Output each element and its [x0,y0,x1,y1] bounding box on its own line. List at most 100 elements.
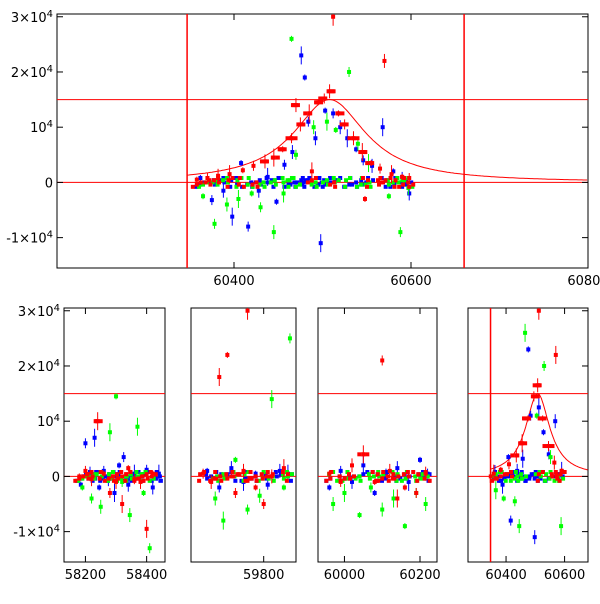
data-point [366,175,371,180]
data-point [268,180,273,185]
data-point [229,178,234,183]
data-point [80,476,85,481]
data-point [534,413,539,418]
data-point [136,469,141,474]
data-point [368,485,373,490]
data-point [258,205,263,210]
y-tick-label: 0 [52,470,60,485]
data-point [502,472,507,477]
data-point [323,96,328,101]
data-point [208,478,213,483]
data-point [208,182,213,187]
data-point [309,178,314,183]
data-point [546,452,551,457]
data-point [388,175,393,180]
data-point [124,472,129,477]
data-point [281,466,286,471]
data-point [357,513,362,518]
data-point [396,474,401,479]
data-point [322,178,327,183]
data-point [224,175,229,180]
data-point [410,184,415,189]
data-point [350,182,355,187]
axis-frame-segment [467,307,589,563]
data-point [387,468,392,473]
data-point [246,224,251,229]
data-point [296,122,301,127]
data-point [249,476,254,481]
data-point [120,502,125,507]
data-point [274,474,279,479]
data-point [536,308,541,313]
data-point [506,474,511,479]
data-point [221,518,226,523]
data-point [350,463,354,468]
data-point [245,182,250,187]
data-point [300,175,305,180]
data-point [380,125,385,130]
data-point [148,469,153,474]
data-point [98,419,103,424]
data-point [93,419,98,424]
data-point [376,469,381,474]
data-point [385,474,390,479]
data-point [120,479,125,484]
data-point [363,182,368,187]
axis-frame-segment [63,307,166,563]
data-point [305,180,310,185]
data-point [243,476,248,481]
data-point [236,196,241,201]
data-point [379,180,384,185]
data-point [553,469,558,474]
data-point [210,180,215,185]
data-point [354,180,359,185]
data-point [129,476,134,481]
data-point [128,472,133,477]
data-point [245,507,250,512]
data-point [271,184,276,189]
data-point [153,472,158,477]
data-point [235,472,240,477]
data-point [249,180,254,185]
data-point [278,472,283,477]
axis-frame-segment [317,307,438,563]
data-point [415,478,420,483]
data-point [248,469,253,474]
data-point [534,394,539,399]
data-point [250,184,255,189]
data-point [233,457,238,462]
data-point [128,474,133,479]
data-point [289,175,294,180]
data-point [377,182,382,187]
data-point [263,472,268,477]
data-point [345,469,350,474]
data-point [383,178,388,183]
data-point [300,122,305,127]
data-point [325,182,330,187]
y-tick-label: 0 [45,176,53,191]
axis-frame-segment [190,307,297,563]
data-point [124,474,129,479]
data-point [378,166,383,171]
data-point [395,472,400,477]
data-point [391,472,396,477]
data-point [239,478,244,483]
data-point [340,111,345,116]
data-point [493,472,498,477]
data-point [121,455,126,460]
data-point [254,180,259,185]
data-point [517,524,522,529]
data-point [402,175,407,180]
data-point [229,466,234,471]
data-point [289,36,294,41]
data-point [512,476,517,481]
data-point [332,180,337,185]
data-point [253,471,258,476]
data-point [391,496,396,501]
data-point [500,482,505,487]
data-point [327,485,332,490]
data-point [405,182,410,187]
data-point [319,100,324,105]
data-point [554,472,559,477]
data-point [366,472,371,477]
